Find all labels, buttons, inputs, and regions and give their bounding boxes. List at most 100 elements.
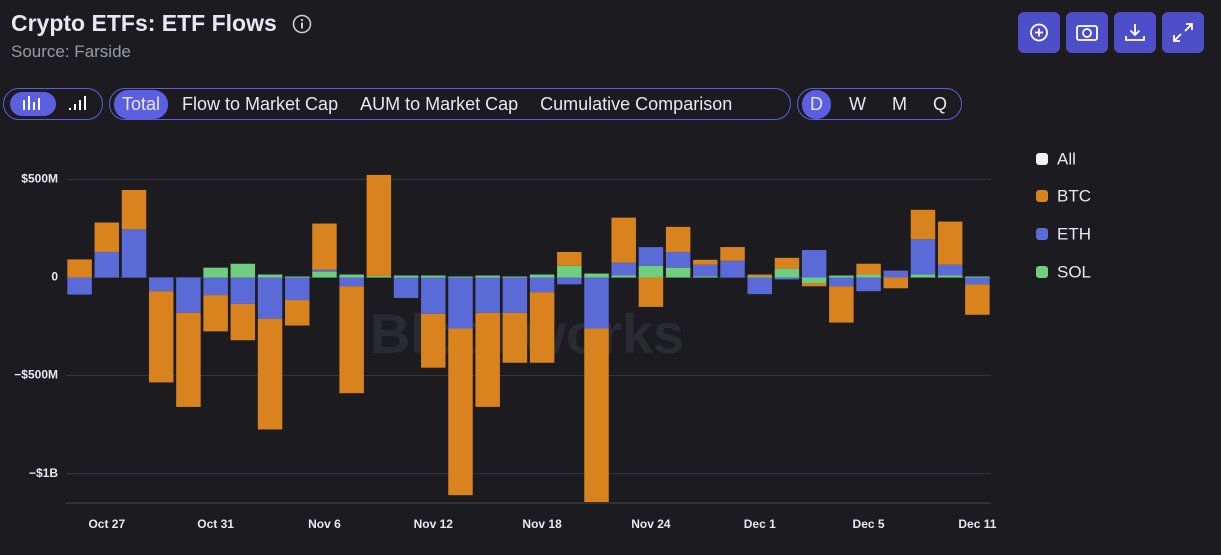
bar-segment	[257, 274, 283, 278]
bar-segment	[148, 277, 174, 292]
bar-segment	[965, 277, 990, 285]
legend-label: BTC	[1057, 186, 1091, 205]
bar-segment	[285, 276, 310, 278]
tab[interactable]: Flow to Market Cap	[182, 93, 339, 114]
bar-segment	[203, 267, 228, 278]
bar-segment	[421, 313, 446, 368]
source: Source: Farside	[11, 42, 131, 61]
period-tab[interactable]: D	[802, 89, 831, 119]
bar-segment	[937, 221, 963, 265]
bar-segment	[665, 251, 691, 268]
tab[interactable]: AUM to Market Cap	[360, 93, 519, 114]
bar-segment	[693, 264, 718, 277]
bar-segment	[230, 263, 256, 278]
bar-segment	[393, 277, 419, 299]
legend-swatch	[1036, 266, 1048, 278]
x-tick-label: Dec 1	[744, 517, 776, 531]
legend-label: ETH	[1057, 224, 1091, 243]
legend-swatch	[1036, 190, 1048, 202]
bar-segment	[502, 276, 528, 278]
bar-segment	[421, 277, 446, 314]
bar-segment	[829, 275, 854, 278]
watermark: Blockworks	[370, 302, 684, 365]
bar-segment	[176, 312, 201, 407]
bar-segment	[693, 276, 718, 278]
add-button[interactable]	[1018, 12, 1060, 53]
bar-segment	[529, 277, 555, 293]
y-tick-label: −$500M	[14, 368, 58, 382]
bar-segment	[801, 277, 827, 284]
bar-segment	[910, 209, 936, 240]
bar-segment	[829, 286, 854, 323]
bar-segment	[448, 328, 473, 496]
bar-segment	[529, 274, 555, 278]
bar-segment	[393, 275, 419, 278]
y-tick-label: 0	[51, 270, 58, 284]
bar-segment	[801, 283, 827, 287]
legend-label: All	[1057, 149, 1076, 168]
bar-segment	[448, 276, 473, 278]
bar-segment	[801, 250, 827, 278]
bar-segment	[720, 260, 745, 278]
bar-segment	[339, 274, 364, 278]
y-tick-label: −$1B	[29, 466, 58, 480]
legend-swatch	[1036, 153, 1048, 165]
bar-segment	[475, 312, 500, 407]
expand-button[interactable]	[1162, 12, 1204, 53]
tab[interactable]: Cumulative Comparison	[540, 93, 733, 114]
bar-segment	[339, 286, 364, 394]
bar-segment	[312, 269, 337, 272]
bar-segment	[747, 277, 772, 295]
bar-segment	[774, 268, 800, 278]
x-tick-label: Nov 24	[631, 517, 671, 531]
bar-segment	[230, 277, 256, 304]
y-tick-label: $500M	[21, 172, 58, 186]
bar-segment	[774, 277, 800, 280]
bar-segment	[965, 284, 990, 315]
tab[interactable]: Total	[114, 89, 169, 119]
bar-segment	[965, 276, 990, 278]
chart-type-icons[interactable]	[8, 90, 98, 118]
bar-segment	[720, 247, 745, 261]
bar-segment	[230, 303, 256, 341]
bar-segment	[203, 295, 228, 332]
bar-segment	[366, 275, 392, 278]
bar-segment	[557, 251, 582, 266]
bar-segment	[475, 277, 500, 313]
bar-segment	[203, 277, 228, 296]
tab-group: Total Flow to Market Cap AUM to Market Cap…	[109, 88, 791, 120]
bar-segment	[856, 274, 881, 278]
period-tab[interactable]: Q	[933, 93, 948, 114]
chart-type-group	[3, 88, 103, 120]
download-button[interactable]	[1114, 12, 1156, 53]
camera-button[interactable]	[1066, 12, 1108, 53]
legend-swatch	[1036, 228, 1048, 240]
bar-segment	[285, 277, 310, 301]
x-tick-label: Dec 11	[958, 517, 996, 531]
bar-segment	[910, 239, 936, 275]
bar-segment	[883, 270, 909, 278]
bar-segment	[67, 277, 92, 295]
bar-segment	[883, 277, 909, 289]
x-tick-label: Oct 27	[88, 517, 125, 531]
bar-segment	[557, 265, 582, 278]
x-tick-label: Nov 18	[522, 517, 562, 531]
bar-segment	[529, 292, 555, 363]
bar-segment	[638, 265, 664, 278]
bar-segment	[856, 263, 881, 275]
period-tab[interactable]: W	[849, 93, 866, 114]
bar-segment	[584, 273, 609, 278]
bar-segment	[121, 229, 147, 278]
bar-segment	[502, 312, 528, 363]
bar-segment	[67, 259, 92, 278]
period-tab[interactable]: M	[892, 93, 907, 114]
bar-segment	[611, 262, 636, 276]
bar-segment	[448, 277, 473, 329]
bar-segment	[557, 277, 582, 285]
bar-segment	[176, 277, 201, 313]
bar-segment	[638, 247, 664, 266]
bar-segment	[747, 276, 772, 278]
info-icon[interactable]	[292, 14, 312, 34]
